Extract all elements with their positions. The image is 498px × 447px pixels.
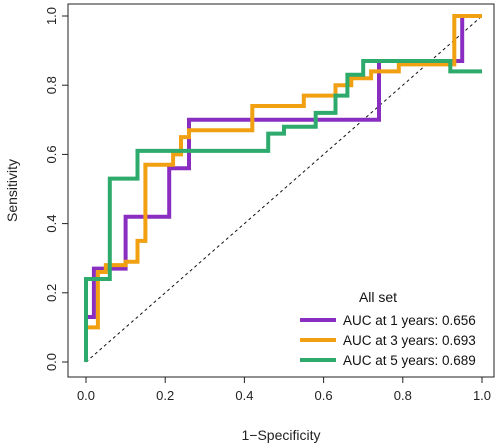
x-tick-label: 1.0 [473, 388, 491, 403]
x-tick-label: 0.6 [315, 388, 333, 403]
roc-series-2 [84, 14, 482, 362]
y-axis-title: Sensitivity [4, 159, 20, 222]
reference-diagonal [85, 15, 483, 363]
x-tick-label: 0.0 [77, 388, 95, 403]
legend-title: All set [359, 289, 397, 305]
legend-label-1: AUC at 1 years: 0.656 [343, 313, 476, 328]
axes-layer: 0.0 0.2 0.4 0.6 0.8 1.0 0.0 0.2 0.4 0.6 0.8 1.0 1−Sp… [4, 3, 495, 443]
y-tick-label: 1.0 [44, 7, 59, 25]
plot-frame [67, 3, 495, 378]
x-tick-label: 0.2 [156, 388, 174, 403]
x-tick-label: 0.8 [394, 388, 412, 403]
y-tick-label: 0.2 [44, 284, 59, 302]
y-tick-label: 0.8 [44, 76, 59, 94]
x-axis-title: 1−Specificity [242, 427, 321, 443]
x-tick-label: 0.4 [235, 388, 253, 403]
roc-series-3 [84, 59, 482, 362]
series-layer [84, 14, 483, 363]
y-tick-label: 0.6 [44, 145, 59, 163]
y-tick-label: 0.0 [44, 353, 59, 371]
legend-label-3: AUC at 5 years: 0.689 [343, 353, 476, 368]
y-tick-label: 0.4 [44, 215, 59, 233]
legend: All set AUC at 1 years: 0.656 AUC at 3 yea… [300, 289, 476, 368]
legend-label-2: AUC at 3 years: 0.693 [343, 333, 476, 348]
